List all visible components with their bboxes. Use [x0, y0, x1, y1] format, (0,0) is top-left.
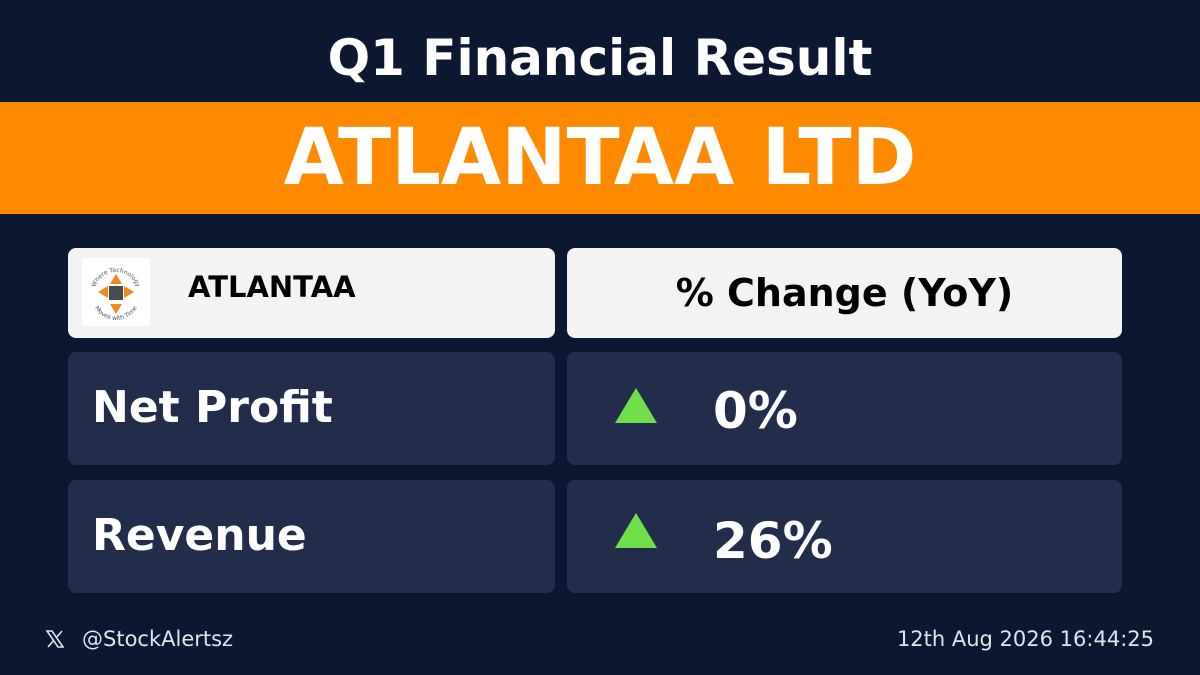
metric-name: Revenue — [92, 510, 307, 561]
timestamp: 12th Aug 2026 16:44:25 — [896, 627, 1154, 651]
metric-change: 0% — [713, 382, 798, 440]
logo: Where Technology Moves with Time — [82, 258, 150, 326]
header-right: % Change (YoY) — [567, 248, 1122, 338]
metric-change: 26% — [713, 512, 833, 570]
metric-name: Net Profit — [92, 382, 333, 433]
title: Q1 Financial Result — [327, 29, 873, 87]
handle: @StockAlertsz — [82, 627, 234, 651]
row-value: 26% — [567, 480, 1122, 593]
header-left: Where Technology Moves with Time ATLANTA… — [68, 248, 555, 338]
row-label: Revenue — [68, 480, 555, 593]
row-value: 0% — [567, 352, 1122, 465]
up-arrow — [615, 513, 657, 548]
header-company: ATLANTAA — [188, 270, 356, 304]
company-banner: ATLANTAA LTD — [0, 102, 1200, 214]
up-arrow — [615, 388, 657, 423]
company-name: ATLANTAA LTD — [283, 113, 917, 203]
row-label: Net Profit — [68, 352, 555, 465]
header-change: % Change (YoY) — [675, 271, 1014, 315]
x-logo — [46, 630, 64, 648]
